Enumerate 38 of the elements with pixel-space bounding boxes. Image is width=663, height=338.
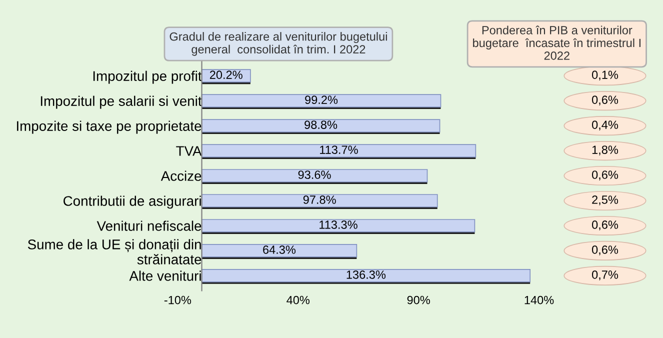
- text: Ponderea în PIB a veniturilor bugetare încasate în trimestrul I 2022: [473, 26, 640, 60]
- y-tick-label: Venituri nefiscale: [96, 220, 202, 231]
- y-tick-label: Impozitul pe profit: [93, 70, 202, 84]
- y-tick-label: Alte venituri: [129, 270, 201, 281]
- y-tick-label: Impozite si taxe pe proprietate: [17, 120, 202, 134]
- data-label: 0,4%: [592, 120, 618, 130]
- data-label: 0,6%: [592, 220, 618, 230]
- data-label: 113.7%: [320, 146, 358, 154]
- data-label: 1,8%: [592, 146, 618, 156]
- x-tick-label: -10%: [164, 296, 192, 304]
- y-tick-label: Sume de la UE și donații din străinatate: [28, 239, 202, 264]
- bar: [201, 169, 428, 182]
- data-label: 99.2%: [305, 96, 338, 104]
- chart-title: Gradul de realizare al veniturilor bugetului general consolidat în trim. I 2022: [170, 32, 387, 56]
- x-tick-label: 140%: [524, 296, 554, 304]
- data-label: 20.2%: [210, 70, 242, 79]
- data-label: 0,6%: [592, 246, 618, 256]
- bar: [201, 194, 438, 208]
- data-label: 113.3%: [320, 220, 358, 229]
- y-tick-label: TVA: [176, 146, 202, 156]
- x-tick-label: 40%: [286, 296, 310, 304]
- data-label: 136.3%: [346, 270, 386, 279]
- data-label: 98.8%: [304, 120, 338, 129]
- data-label: 97.8%: [303, 196, 336, 204]
- bar: [201, 144, 476, 158]
- data-label: 64.3%: [263, 246, 296, 254]
- data-label: 0,6%: [592, 170, 618, 180]
- data-label: 2,5%: [592, 196, 618, 206]
- y-tick-label: Impozitul pe salarii si venit: [40, 96, 202, 109]
- bar: [201, 94, 442, 108]
- data-label: 93.6%: [298, 170, 331, 179]
- y-tick-label: Contributii de asigurari: [64, 196, 201, 209]
- data-label: 0,7%: [592, 270, 618, 280]
- data-label: 0,1%: [592, 70, 618, 80]
- y-tick-label: Accize: [160, 170, 202, 181]
- bar: [201, 119, 440, 132]
- x-tick-label: 90%: [407, 296, 430, 304]
- data-label: 0,6%: [592, 96, 618, 106]
